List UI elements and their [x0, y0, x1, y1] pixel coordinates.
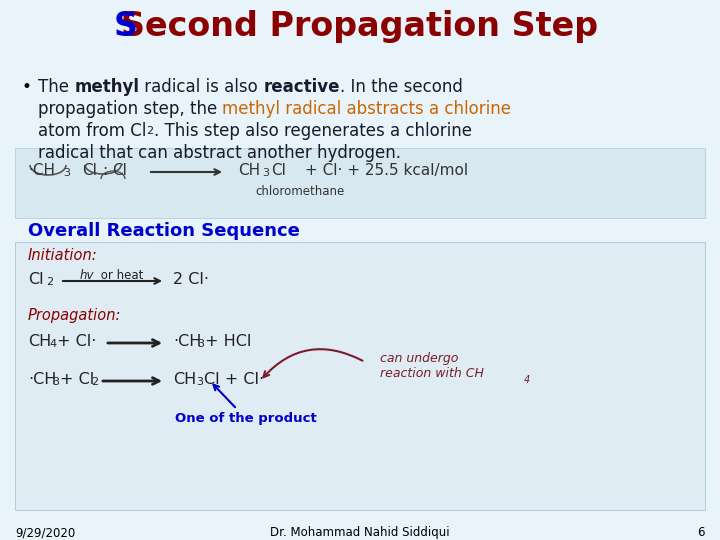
Text: + Cl·: + Cl· — [57, 334, 96, 349]
Text: radical that can abstract another hydrogen.: radical that can abstract another hydrog… — [38, 144, 401, 162]
Text: CH: CH — [173, 372, 197, 387]
Text: 2: 2 — [146, 126, 153, 136]
Text: S: S — [114, 10, 138, 43]
Text: 9/29/2020: 9/29/2020 — [15, 526, 76, 539]
Bar — [15, 148, 705, 218]
Text: radical is also: radical is also — [139, 78, 264, 96]
Text: + Cl: + Cl — [60, 372, 94, 387]
Text: + Cl· + 25.5 kcal/mol: + Cl· + 25.5 kcal/mol — [305, 163, 468, 178]
Text: 3: 3 — [196, 377, 203, 387]
Text: 2: 2 — [91, 377, 98, 387]
Text: reactive: reactive — [264, 78, 340, 96]
Text: :: : — [102, 163, 107, 178]
Text: hv: hv — [80, 269, 94, 282]
Text: One of the product: One of the product — [175, 384, 317, 425]
Text: CH: CH — [238, 163, 260, 178]
Text: ·CH: ·CH — [173, 334, 202, 349]
Text: reaction with CH: reaction with CH — [380, 367, 484, 380]
Text: Cl: Cl — [112, 163, 127, 178]
Text: •: • — [22, 78, 32, 96]
Text: Cl + Cl·: Cl + Cl· — [204, 372, 264, 387]
Text: + HCl: + HCl — [205, 334, 251, 349]
Text: 2 Cl·: 2 Cl· — [173, 272, 209, 287]
Text: . In the second: . In the second — [340, 78, 463, 96]
Text: Initiation:: Initiation: — [28, 248, 98, 263]
Text: Propagation:: Propagation: — [28, 308, 122, 323]
Text: The: The — [38, 78, 74, 96]
Text: Cl: Cl — [28, 272, 44, 287]
Text: 2: 2 — [46, 277, 53, 287]
Text: chloromethane: chloromethane — [255, 185, 344, 198]
Text: Overall Reaction Sequence: Overall Reaction Sequence — [28, 222, 300, 240]
Text: Dr. Mohammad Nahid Siddiqui: Dr. Mohammad Nahid Siddiqui — [270, 526, 450, 539]
Text: Cl: Cl — [82, 163, 97, 178]
Text: ·CH: ·CH — [28, 372, 56, 387]
Bar — [15, 242, 705, 510]
Text: . This step also regenerates a chlorine: . This step also regenerates a chlorine — [154, 122, 472, 140]
Text: or heat: or heat — [97, 269, 143, 282]
Text: Second Propagation Step: Second Propagation Step — [122, 10, 598, 43]
Text: 3: 3 — [52, 377, 59, 387]
Text: 3: 3 — [262, 168, 269, 178]
Text: 3: 3 — [197, 339, 204, 349]
Text: methyl: methyl — [74, 78, 139, 96]
Text: 3: 3 — [63, 168, 70, 178]
Text: ·CH: ·CH — [28, 163, 55, 178]
Text: Cl: Cl — [271, 163, 286, 178]
Text: can undergo: can undergo — [380, 352, 459, 365]
Text: atom from Cl: atom from Cl — [38, 122, 146, 140]
Text: 4: 4 — [524, 375, 530, 385]
Text: methyl radical abstracts a chlorine: methyl radical abstracts a chlorine — [222, 100, 511, 118]
Text: propagation step, the: propagation step, the — [38, 100, 222, 118]
Text: 4: 4 — [49, 339, 56, 349]
Text: CH: CH — [28, 334, 51, 349]
Text: 6: 6 — [698, 526, 705, 539]
